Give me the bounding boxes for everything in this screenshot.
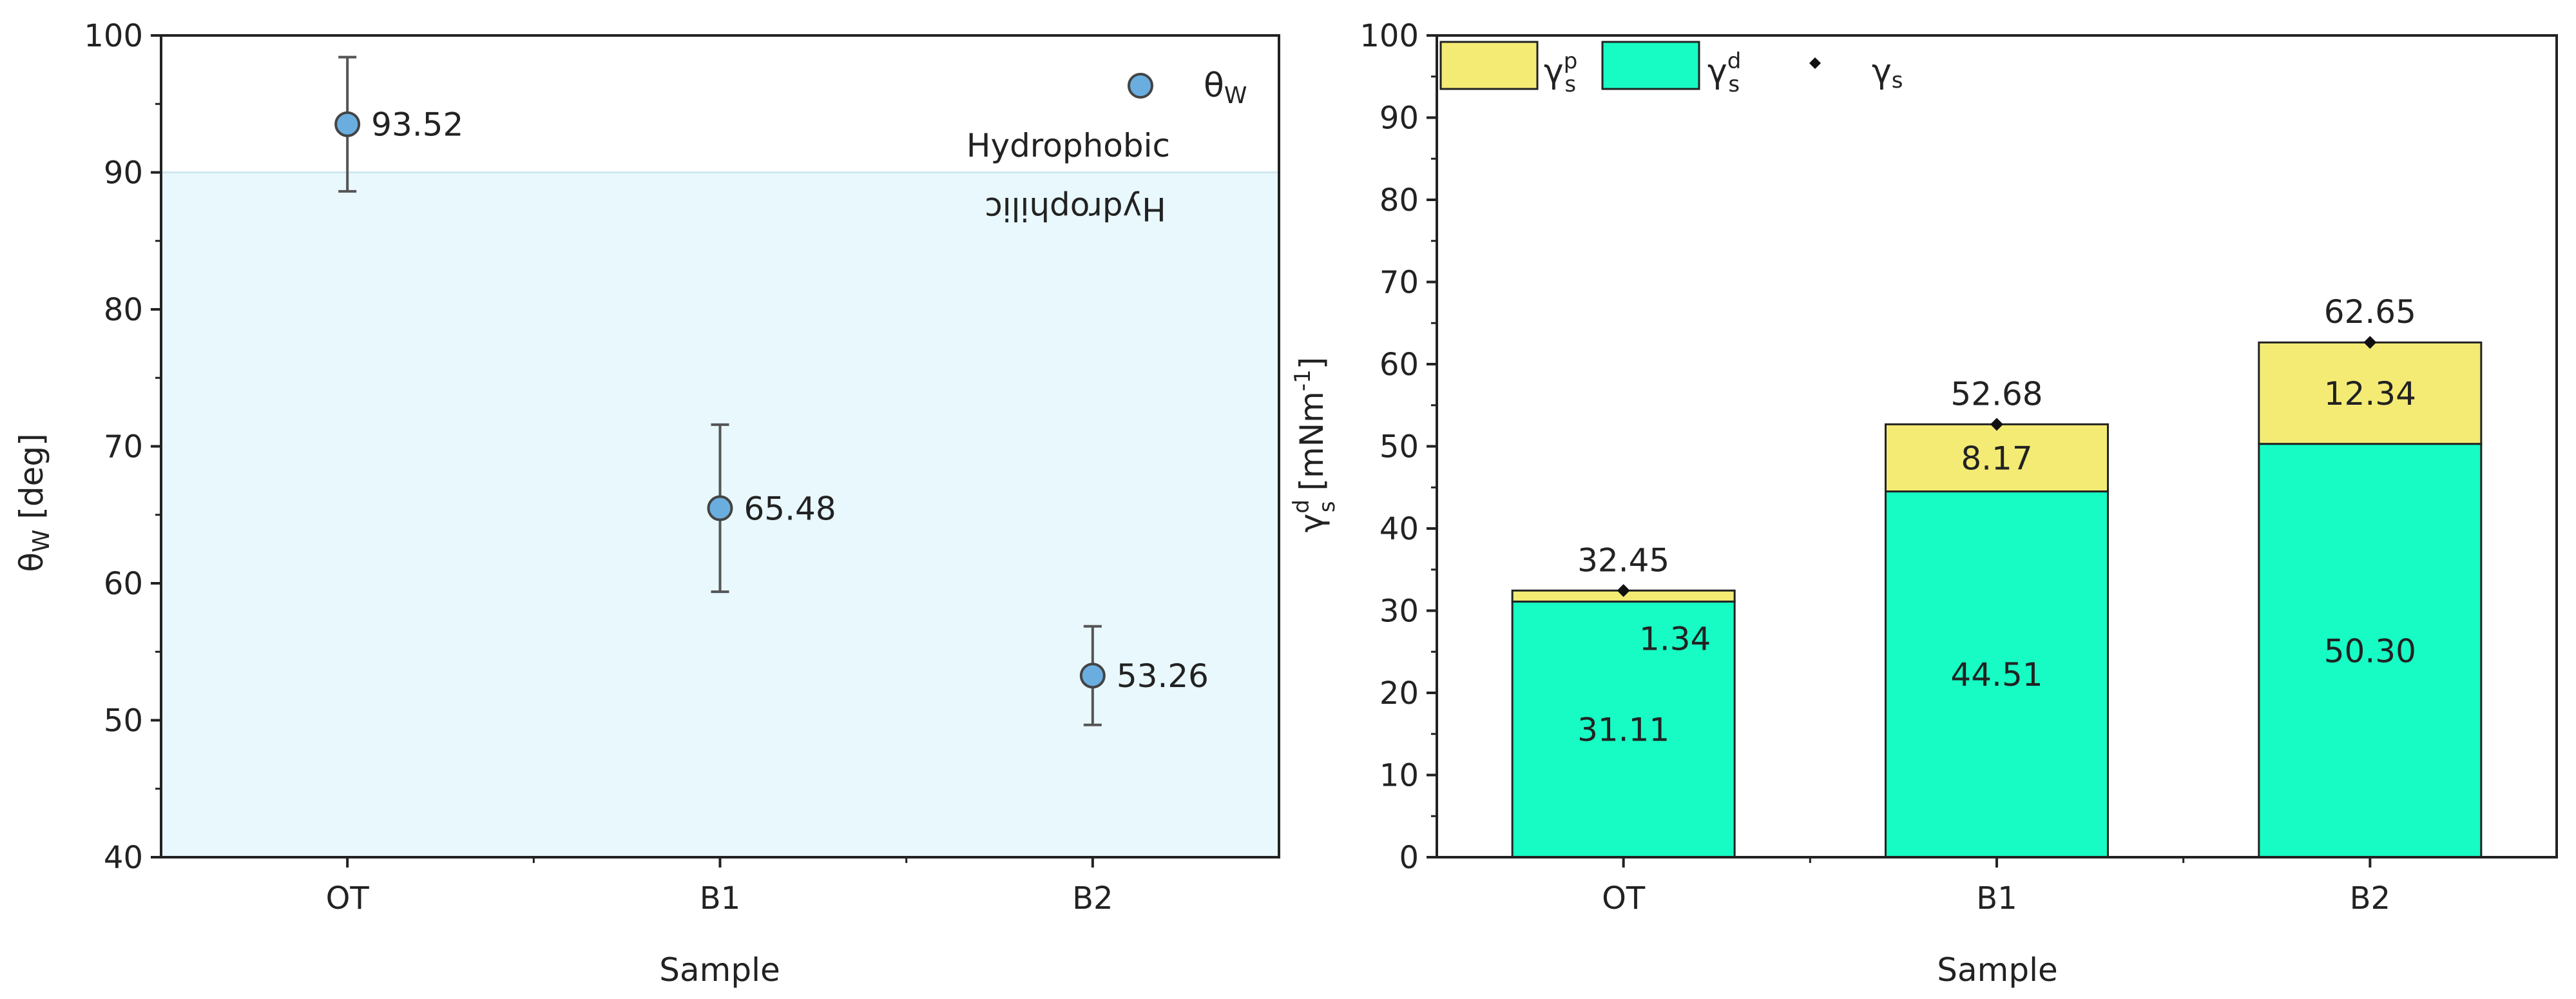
right-x-tick-label-ot: OT xyxy=(1602,880,1646,917)
total-marker-b1 xyxy=(1990,418,2003,431)
left-y-tick-label: 60 xyxy=(104,566,143,602)
right-y-tick-label: 10 xyxy=(1379,758,1419,794)
label-dispersive-b1: 44.51 xyxy=(1950,656,2043,693)
left-y-axis-title: θW [deg] xyxy=(13,433,55,572)
bar-dispersive-b1 xyxy=(1885,490,2109,858)
left-y-tick-label: 40 xyxy=(104,840,143,876)
right-y-tick-label: 100 xyxy=(1360,18,1419,54)
legend-marker-gamma-s xyxy=(1809,57,1821,69)
data-point-ot xyxy=(334,111,361,137)
right-y-tick-label: 70 xyxy=(1379,265,1419,301)
label-dispersive-ot: 31.11 xyxy=(1577,712,1669,749)
contact-angle-panel: 40 50 60 70 80 90 100 OT B1 B2 93.52 65.48 53.26 S… xyxy=(13,18,1280,989)
label-polar-b1: 8.17 xyxy=(1961,440,2032,477)
hydrophilic-label: Hydrophilic xyxy=(985,190,1166,228)
left-y-axis: 40 50 60 70 80 90 100 xyxy=(84,18,161,876)
legend-label-gamma-p: γp s xyxy=(1544,48,1577,97)
right-bars: 31.11 1.34 44.51 8.17 50.30 12.34 xyxy=(1511,341,2483,858)
data-point-b2 xyxy=(1079,663,1106,689)
total-marker-b2 xyxy=(2363,336,2377,349)
legend-label-gamma-s: γs xyxy=(1872,52,1903,93)
right-y-tick-label: 80 xyxy=(1379,182,1419,218)
right-y-tick-label: 50 xyxy=(1379,429,1419,465)
right-x-tick-label-b1: B1 xyxy=(1976,880,2017,917)
legend-label-theta-w: θW xyxy=(1204,66,1247,109)
total-label-b2: 62.65 xyxy=(2324,293,2416,331)
left-x-tick-label-b1: B1 xyxy=(700,880,740,917)
data-label-ot: 93.52 xyxy=(371,106,463,144)
data-label-b2: 53.26 xyxy=(1117,657,1209,695)
bar-polar-b1 xyxy=(1885,423,2109,492)
legend-label-gamma-d: γd s xyxy=(1707,48,1741,97)
right-y-tick-label: 60 xyxy=(1379,347,1419,383)
right-legend: γp s γd s γs xyxy=(1439,41,1903,97)
legend-swatch-gamma-d xyxy=(1601,41,1700,90)
left-x-tick-label-ot: OT xyxy=(326,880,370,917)
right-total-markers: 32.45 52.68 62.65 xyxy=(1577,293,2416,597)
bar-dispersive-ot xyxy=(1511,600,1736,858)
right-y-tick-label: 0 xyxy=(1399,840,1419,876)
right-x-axis: OT B1 B2 xyxy=(1602,857,2390,917)
bar-polar-b2 xyxy=(2258,341,2483,445)
legend-marker-theta-w xyxy=(1128,73,1153,99)
right-x-axis-title: Sample xyxy=(1937,951,2057,989)
left-x-axis: OT B1 B2 xyxy=(326,857,1113,917)
left-y-tick-label: 70 xyxy=(104,429,143,465)
left-y-tick-label: 50 xyxy=(104,703,143,739)
label-dispersive-b2: 50.30 xyxy=(2324,632,2416,670)
left-y-tick-label: 80 xyxy=(104,292,143,328)
right-y-tick-label: 40 xyxy=(1379,511,1419,547)
total-marker-ot xyxy=(1617,584,1630,597)
data-label-b1: 65.48 xyxy=(744,490,836,528)
surface-energy-panel: 31.11 1.34 44.51 8.17 50.30 12.34 0 10 20 30 40 50… xyxy=(1289,18,2558,989)
right-y-axis-title: γds [mNm-1] xyxy=(1289,357,1340,533)
label-polar-b2: 12.34 xyxy=(2324,375,2416,412)
bar-dispersive-b2 xyxy=(2258,443,2483,858)
left-y-tick-label: 90 xyxy=(104,155,143,191)
legend-swatch-gamma-p xyxy=(1439,41,1539,90)
right-y-axis: 0 10 20 30 40 50 60 70 80 90 100 xyxy=(1360,18,1437,876)
right-y-tick-label: 90 xyxy=(1379,101,1419,137)
label-polar-ot: 1.34 xyxy=(1639,620,1711,657)
right-y-tick-label: 30 xyxy=(1379,594,1419,630)
left-y-tick-label: 100 xyxy=(84,18,143,54)
right-x-tick-label-b2: B2 xyxy=(2350,880,2390,917)
right-y-tick-label: 20 xyxy=(1379,675,1419,712)
hydrophobic-label: Hydrophobic xyxy=(966,127,1170,164)
data-point-b1 xyxy=(707,495,733,521)
total-label-ot: 32.45 xyxy=(1577,541,1669,579)
total-label-b1: 52.68 xyxy=(1950,375,2043,412)
left-x-tick-label-b2: B2 xyxy=(1072,880,1113,917)
left-data-points: 93.52 65.48 53.26 xyxy=(334,55,1209,726)
left-legend: θW xyxy=(1128,66,1247,109)
left-x-axis-title: Sample xyxy=(659,951,780,989)
